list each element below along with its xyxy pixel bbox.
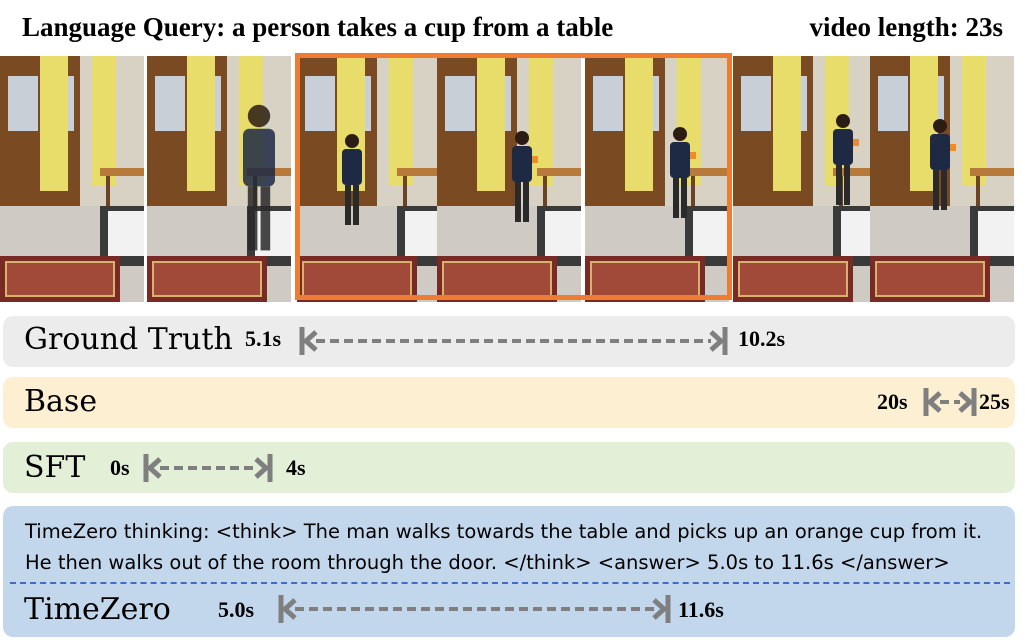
base-row	[3, 377, 1015, 428]
video-frame-7	[870, 56, 1014, 302]
video-frame-5	[585, 56, 729, 302]
sft-label: SFT	[24, 450, 86, 485]
ground-truth-start: 5.1s	[245, 326, 282, 351]
timezero-interval-arrow	[278, 595, 671, 623]
timezero-end: 11.6s	[678, 597, 724, 622]
video-frame-1	[0, 56, 144, 302]
ground-truth-end: 10.2s	[738, 326, 786, 351]
timezero-label: TimeZero	[24, 592, 171, 627]
ground-truth-row	[3, 316, 1015, 367]
sft-start: 0s	[110, 455, 130, 480]
video-frame-2	[147, 56, 291, 302]
ground-truth-label: Ground Truth	[24, 322, 233, 357]
base-start: 20s	[877, 389, 908, 414]
sft-row	[3, 442, 1015, 493]
ground-truth-interval-arrow	[299, 327, 728, 355]
base-interval-arrow	[923, 388, 977, 416]
base-end: 25s	[979, 389, 1010, 414]
timezero-start: 5.0s	[218, 597, 255, 622]
video-frame-3	[297, 56, 441, 302]
video-frame-4	[437, 56, 581, 302]
sft-interval-arrow	[143, 454, 273, 482]
sft-end: 4s	[286, 455, 306, 480]
timezero-thinking-text: TimeZero thinking: <think> The man walks…	[25, 520, 983, 574]
video-frames-strip	[0, 56, 1025, 302]
timezero-divider	[10, 582, 1010, 584]
ground-truth-highlight-box	[295, 53, 732, 300]
base-label: Base	[24, 384, 98, 419]
video-length: video length: 23s	[809, 12, 1003, 42]
timezero-row	[3, 506, 1015, 637]
language-query: Language Query: a person takes a cup fro…	[22, 12, 614, 42]
